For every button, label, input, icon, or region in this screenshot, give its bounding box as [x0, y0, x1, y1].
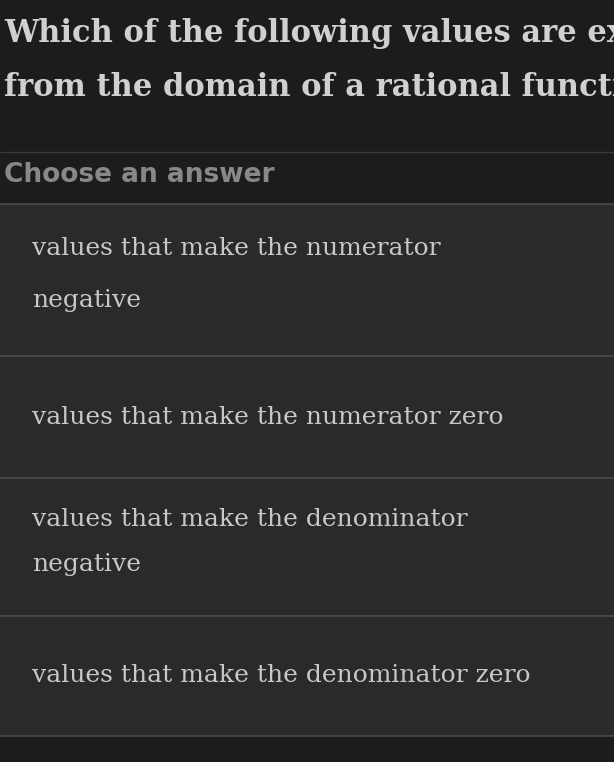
Text: values that make the denominator: values that make the denominator	[32, 508, 468, 531]
Text: values that make the numerator: values that make the numerator	[32, 238, 441, 261]
Text: Which of the following values are excluded: Which of the following values are exclud…	[4, 18, 614, 49]
Text: from the domain of a rational function?: from the domain of a rational function?	[4, 72, 614, 103]
FancyBboxPatch shape	[0, 478, 614, 616]
Text: negative: negative	[32, 553, 141, 577]
Text: values that make the denominator zero: values that make the denominator zero	[32, 664, 530, 687]
FancyBboxPatch shape	[0, 204, 614, 359]
FancyBboxPatch shape	[0, 356, 614, 479]
FancyBboxPatch shape	[0, 616, 614, 736]
Text: Choose an answer: Choose an answer	[4, 162, 274, 188]
Text: negative: negative	[32, 289, 141, 312]
Text: values that make the numerator zero: values that make the numerator zero	[32, 406, 503, 429]
